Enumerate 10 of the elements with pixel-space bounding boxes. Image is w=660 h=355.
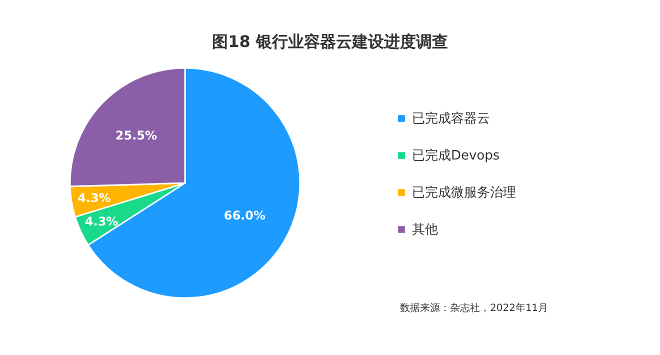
legend-label: 已完成容器云 <box>412 110 490 126</box>
legend-label: 已完成Devops <box>412 148 500 164</box>
data-label: 4.3% <box>78 191 111 206</box>
data-label: 25.5% <box>115 128 158 143</box>
data-label: 4.3% <box>84 214 118 229</box>
chart-title: 图18 银行业容器云建设进度调查 <box>212 32 448 51</box>
legend-label: 其他 <box>412 222 438 238</box>
data-label: 66.0% <box>224 208 266 223</box>
source-note: 数据来源：杂志社，2022年11月 <box>400 302 548 314</box>
legend-label: 已完成微服务治理 <box>412 184 516 200</box>
